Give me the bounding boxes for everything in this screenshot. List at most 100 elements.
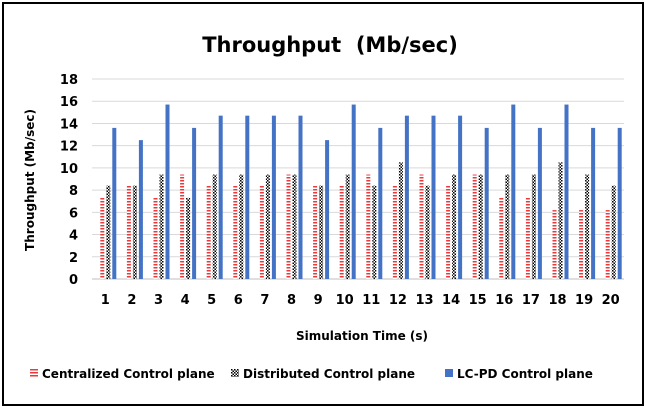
bar-horizontal-stripes: [499, 197, 504, 279]
bar-checkerboard: [239, 174, 244, 279]
y-tick-label: 4: [69, 229, 78, 244]
bars: [100, 104, 622, 280]
x-tick-label: 14: [442, 293, 460, 308]
x-axis-ticks: 1 2 3 4 5 6 7 8 9 10 11 12 13 14 15 16 17 18 19 20: [101, 293, 620, 308]
bar-solid: [617, 127, 622, 279]
bar-solid: [431, 115, 436, 280]
bar-checkerboard: [265, 174, 270, 279]
bar-horizontal-stripes: [259, 185, 264, 279]
x-tick-label: 18: [548, 293, 566, 308]
x-tick-label: 3: [154, 293, 163, 308]
x-axis-label: Simulation Time (s): [296, 329, 428, 343]
legend-label: LC-PD Control plane: [457, 367, 593, 381]
bar-checkerboard: [159, 174, 164, 279]
legend-swatch: [231, 369, 239, 377]
bar-horizontal-stripes: [286, 174, 291, 279]
bar-solid: [404, 115, 409, 280]
bar-checkerboard: [345, 174, 350, 279]
bar-checkerboard: [585, 174, 590, 279]
bar-horizontal-stripes: [446, 185, 451, 279]
y-tick-label: 12: [60, 140, 78, 155]
legend-label: Distributed Control plane: [243, 367, 415, 381]
bar-solid: [138, 140, 143, 279]
bar-horizontal-stripes: [100, 197, 105, 279]
bar-horizontal-stripes: [579, 210, 584, 279]
bar-solid: [112, 127, 117, 279]
bar-checkerboard: [558, 162, 563, 279]
bar-solid: [325, 140, 330, 279]
bar-horizontal-stripes: [552, 210, 557, 279]
bar-solid: [458, 115, 463, 280]
bar-checkerboard: [452, 174, 457, 279]
legend-swatch: [30, 369, 38, 377]
bar-horizontal-stripes: [605, 210, 610, 279]
bar-solid: [298, 115, 303, 280]
bar-horizontal-stripes: [153, 197, 158, 279]
x-tick-label: 5: [207, 293, 216, 308]
x-tick-label: 17: [522, 293, 540, 308]
bar-checkerboard: [132, 185, 137, 279]
bar-checkerboard: [425, 185, 430, 279]
bar-solid: [484, 127, 489, 279]
bar-solid: [218, 115, 223, 280]
bar-checkerboard: [372, 185, 377, 279]
x-tick-label: 15: [469, 293, 487, 308]
bar-horizontal-stripes: [233, 185, 238, 279]
x-tick-label: 4: [181, 293, 190, 308]
x-tick-label: 10: [336, 293, 354, 308]
bar-checkerboard: [611, 185, 616, 279]
bar-solid: [245, 115, 250, 280]
y-tick-label: 8: [69, 184, 78, 199]
bar-checkerboard: [505, 174, 510, 279]
bar-horizontal-stripes: [206, 185, 211, 279]
bar-solid: [378, 127, 383, 279]
y-tick-label: 18: [60, 73, 78, 88]
x-tick-label: 11: [362, 293, 380, 308]
y-tick-label: 16: [60, 95, 78, 110]
bar-horizontal-stripes: [313, 185, 318, 279]
bar-solid: [192, 127, 197, 279]
x-tick-label: 6: [234, 293, 243, 308]
bar-checkerboard: [319, 185, 324, 279]
bar-solid: [271, 115, 276, 280]
bar-solid: [537, 127, 542, 279]
bar-solid: [591, 127, 596, 279]
bar-solid: [511, 104, 516, 279]
gridlines: [92, 78, 624, 280]
x-tick-label: 13: [415, 293, 433, 308]
bar-checkerboard: [212, 174, 217, 279]
bar-solid: [165, 104, 170, 279]
bar-horizontal-stripes: [366, 174, 371, 279]
bar-horizontal-stripes: [419, 174, 424, 279]
x-tick-label: 1: [101, 293, 110, 308]
bar-checkerboard: [292, 174, 297, 279]
bar-solid: [564, 104, 569, 279]
bar-horizontal-stripes: [525, 197, 530, 279]
y-axis-ticks: 0 2 4 6 8 10 12 14 16 18: [60, 73, 78, 288]
bar-horizontal-stripes: [392, 185, 397, 279]
y-tick-label: 2: [69, 251, 78, 266]
y-tick-label: 6: [69, 206, 78, 221]
bar-horizontal-stripes: [126, 185, 131, 279]
bar-checkerboard: [106, 185, 111, 279]
legend: Centralized Control plane Distributed Con…: [30, 367, 593, 381]
y-tick-label: 10: [60, 162, 78, 177]
x-tick-label: 9: [314, 293, 323, 308]
x-tick-label: 19: [575, 293, 593, 308]
bar-checkerboard: [478, 174, 483, 279]
y-axis-label: Throughput (Mb/sec): [23, 109, 37, 251]
x-tick-label: 16: [495, 293, 513, 308]
bar-horizontal-stripes: [180, 174, 185, 279]
x-tick-label: 8: [287, 293, 296, 308]
bar-solid: [351, 104, 356, 279]
x-tick-label: 20: [602, 293, 620, 308]
legend-swatch: [445, 369, 453, 377]
y-tick-label: 0: [69, 273, 78, 288]
x-tick-label: 12: [389, 293, 407, 308]
bar-horizontal-stripes: [339, 185, 344, 279]
x-tick-label: 7: [260, 293, 269, 308]
bar-checkerboard: [186, 197, 191, 279]
legend-label: Centralized Control plane: [42, 367, 215, 381]
x-tick-label: 2: [127, 293, 136, 308]
